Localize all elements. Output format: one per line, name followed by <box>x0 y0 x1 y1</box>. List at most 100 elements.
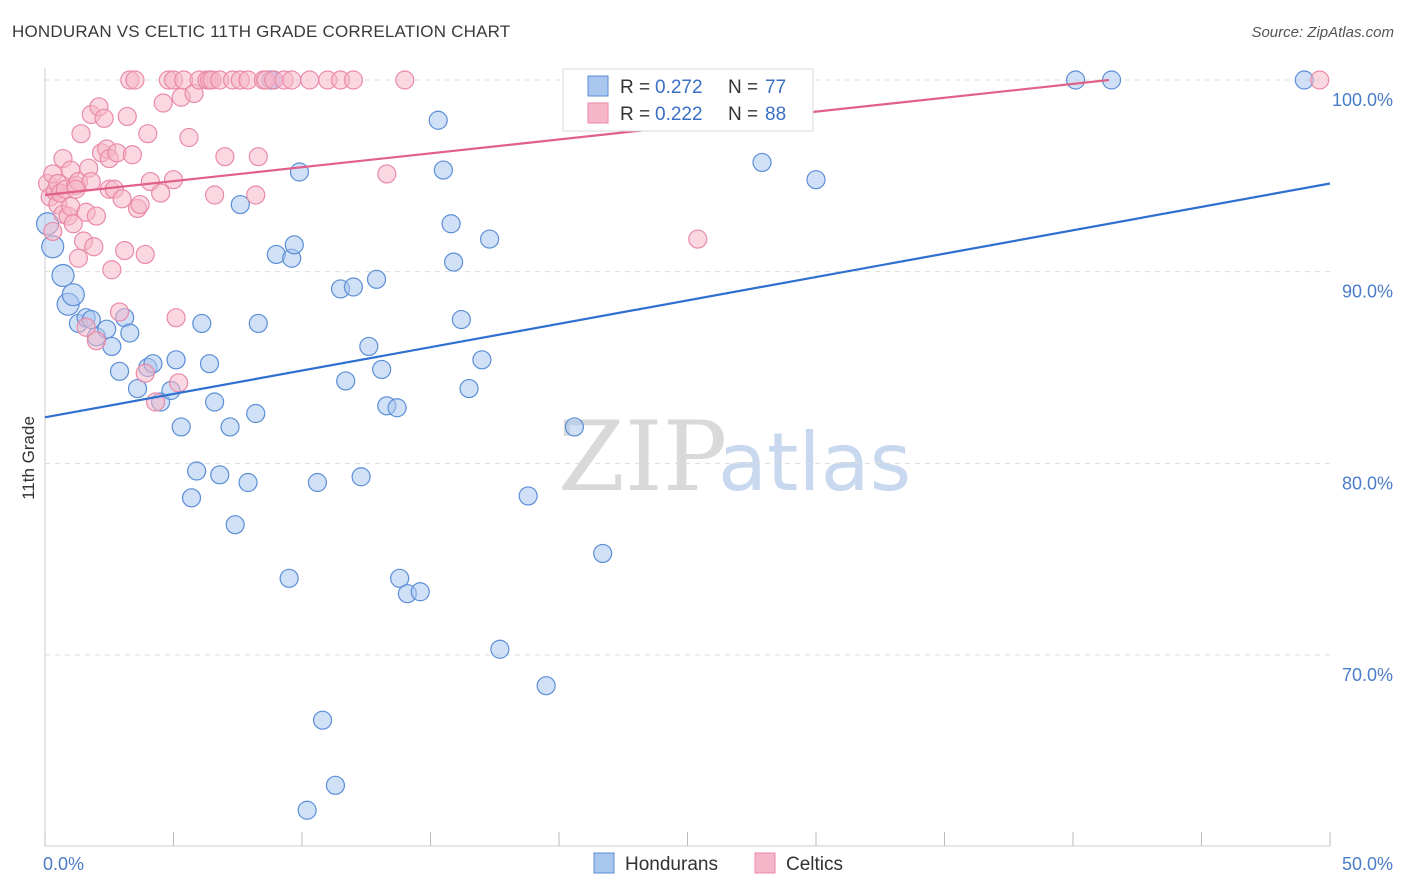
honduran-point-46 <box>343 277 363 297</box>
honduran-point-50 <box>372 359 392 380</box>
honduran-point-56 <box>428 110 448 130</box>
data-points <box>35 70 1330 820</box>
celtic-point-46 <box>135 363 155 383</box>
y-tick-label-80: 80.0% <box>1342 473 1393 493</box>
celtic-point-14 <box>63 214 83 234</box>
honduran-point-52 <box>387 398 407 418</box>
celtic-point-81 <box>377 164 397 184</box>
celtic-point-26 <box>86 206 107 226</box>
celtic-point-60 <box>179 127 199 148</box>
celtic-point-39 <box>115 240 135 261</box>
bottom-legend-swatch-hondurans <box>593 852 615 874</box>
celtic-point-38 <box>112 189 132 209</box>
celtic-point-48 <box>138 124 158 144</box>
celtic-point-21 <box>76 317 96 337</box>
honduran-point-38 <box>284 235 304 255</box>
celtic-point-83 <box>688 229 708 249</box>
celtic-trend-line <box>44 78 1110 197</box>
honduran-point-19 <box>166 350 186 370</box>
celtic-point-52 <box>153 93 173 113</box>
celtic-point-87 <box>66 179 86 199</box>
honduran-point-60 <box>451 309 471 330</box>
watermark-zip: ZIP <box>558 401 727 513</box>
honduran-point-21 <box>181 488 202 508</box>
honduran-point-62 <box>472 350 492 370</box>
legend-r-value-hondurans: 0.272 <box>655 77 703 98</box>
y-axis-title: 11th Grade <box>19 416 38 500</box>
honduran-point-70 <box>752 152 772 173</box>
celtic-point-77 <box>300 70 320 90</box>
honduran-point-47 <box>351 467 371 487</box>
honduran-point-27 <box>220 417 240 437</box>
honduran-point-36 <box>279 568 299 588</box>
bottom-legend-label-hondurans: Hondurans <box>625 854 718 875</box>
honduran-point-28 <box>225 515 245 535</box>
honduran-point-23 <box>192 313 212 334</box>
celtic-point-43 <box>125 70 145 90</box>
honduran-point-2 <box>51 263 75 288</box>
honduran-point-59 <box>444 252 464 272</box>
trend-lines <box>44 78 1331 419</box>
celtic-point-40 <box>117 106 137 127</box>
chart-title: HONDURAN VS CELTIC 11TH GRADE CORRELATIO… <box>12 22 511 41</box>
honduran-point-11 <box>109 361 130 381</box>
bottom-legend-label-celtics: Celtics <box>786 854 843 875</box>
chart-source: Source: ZipAtlas.com <box>1251 24 1394 41</box>
honduran-trend-line <box>44 182 1331 419</box>
y-tick-label-90: 90.0% <box>1342 282 1393 302</box>
honduran-point-26 <box>210 465 230 485</box>
celtic-point-51 <box>151 183 171 203</box>
series-legend: Hondurans Celtics <box>593 852 843 875</box>
honduran-point-43 <box>325 775 346 795</box>
legend-n-label-hondurans: N = <box>728 77 758 98</box>
honduran-point-55 <box>410 582 430 602</box>
y-tick-label-70: 70.0% <box>1342 665 1393 685</box>
celtic-point-85 <box>205 185 225 205</box>
legend-n-value-hondurans: 77 <box>765 77 786 98</box>
legend-swatch-celtics <box>587 102 609 124</box>
honduran-point-72 <box>1065 70 1086 90</box>
honduran-point-29 <box>230 194 250 215</box>
stats-legend: R = 0.272 N = 77 R = 0.222 N = 88 <box>562 68 814 132</box>
honduran-point-22 <box>187 461 207 481</box>
celtic-point-76 <box>282 70 302 90</box>
honduran-point-63 <box>480 229 500 249</box>
celtic-point-45 <box>130 194 150 215</box>
celtic-point-47 <box>135 244 155 265</box>
honduran-point-42 <box>312 710 333 730</box>
honduran-point-13 <box>120 323 140 343</box>
honduran-point-30 <box>238 472 258 493</box>
celtic-point-18 <box>71 124 91 144</box>
x-tick-label-max: 50.0% <box>1342 854 1393 874</box>
celtic-point-25 <box>84 237 104 257</box>
celtic-point-34 <box>102 260 122 280</box>
honduran-point-14 <box>127 378 148 399</box>
legend-r-label-celtics: R = <box>620 104 650 125</box>
legend-swatch-hondurans <box>587 75 609 97</box>
honduran-point-48 <box>359 336 379 357</box>
x-tick-label-min: 0.0% <box>43 854 84 874</box>
legend-n-label-celtics: N = <box>728 104 758 125</box>
honduran-point-58 <box>441 214 461 234</box>
honduran-point-39 <box>289 162 310 182</box>
honduran-point-49 <box>366 269 387 289</box>
legend-r-value-celtics: 0.222 <box>655 104 703 125</box>
celtic-point-82 <box>395 70 415 90</box>
y-tick-label-100: 100.0% <box>1332 90 1393 110</box>
watermark-atlas: atlas <box>718 416 911 509</box>
celtic-point-17 <box>68 248 89 268</box>
celtic-point-71 <box>248 147 268 167</box>
honduran-point-65 <box>518 486 538 506</box>
celtic-point-56 <box>166 308 186 328</box>
honduran-point-25 <box>205 392 225 412</box>
celtic-point-67 <box>215 147 235 167</box>
legend-r-label-hondurans: R = <box>620 77 650 98</box>
honduran-point-31 <box>246 403 266 424</box>
celtic-point-84 <box>1310 70 1330 90</box>
honduran-point-41 <box>307 472 328 493</box>
axes: 70.0% 80.0% 90.0% 100.0% 0.0% 50.0% <box>43 68 1393 874</box>
celtic-point-27 <box>86 331 107 351</box>
celtic-point-86 <box>246 185 266 205</box>
legend-n-value-celtics: 88 <box>765 104 786 125</box>
celtic-point-37 <box>109 302 130 322</box>
